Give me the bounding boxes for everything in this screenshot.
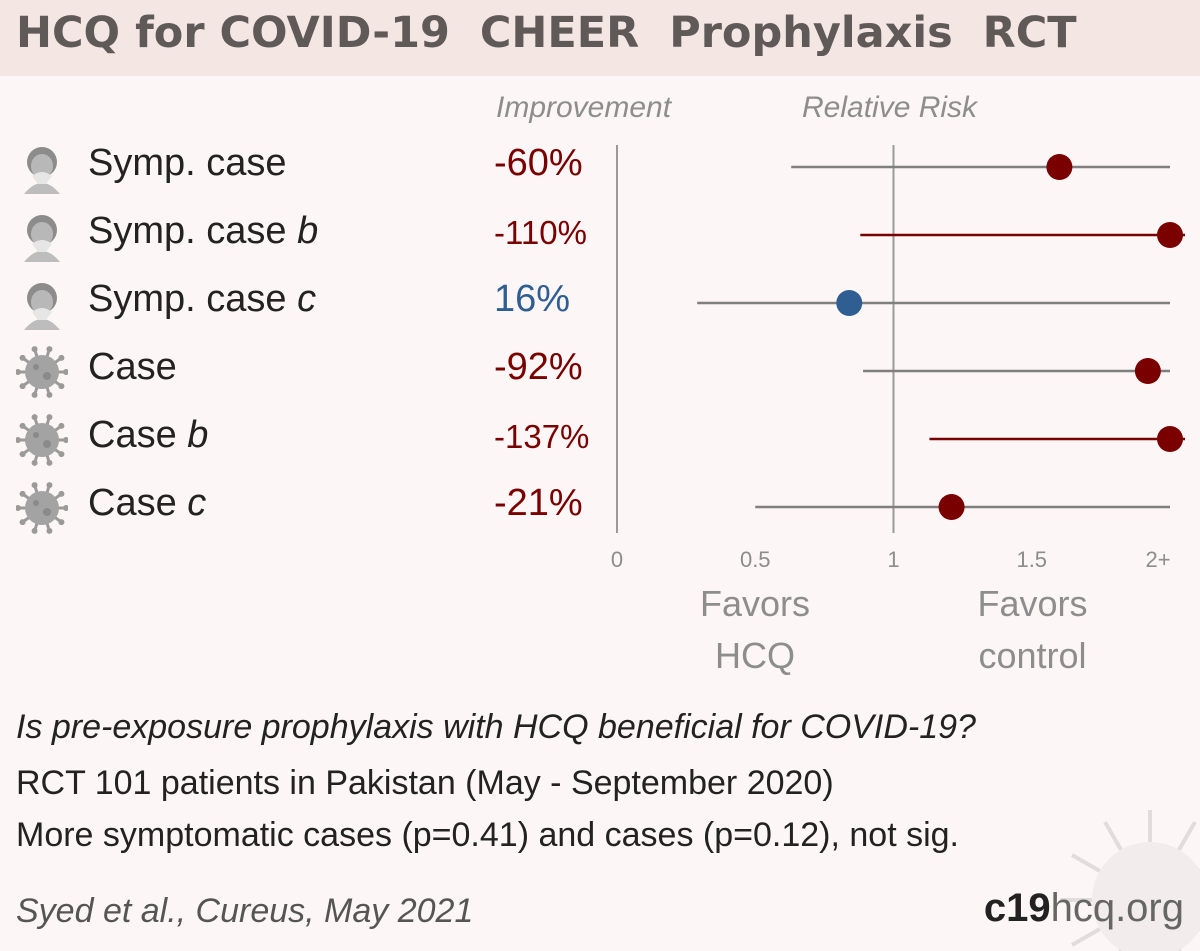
outcome-name: Case (88, 482, 188, 524)
outcome-suffix: c (187, 482, 207, 524)
outcome-name: Symp. case (88, 278, 298, 320)
outcome-label: Case b (88, 414, 208, 457)
outcome-row: Case -92% (0, 338, 600, 398)
brand-rest: hcq.org (1050, 886, 1184, 930)
outcome-name: Case (88, 346, 177, 388)
x-tick-label: 1.5 (1016, 547, 1047, 572)
study-question: Is pre-exposure prophylaxis with HCQ ben… (16, 708, 976, 746)
improvement-value: -21% (494, 482, 583, 524)
virus-watermark-icon (1060, 810, 1200, 951)
page-title: HCQ for COVID-19 CHEER Prophylaxis RCT (16, 8, 1077, 58)
brand-logo[interactable]: c19hcq.org (984, 886, 1184, 931)
outcome-suffix: b (297, 210, 319, 252)
forest-plot: 0 0.5 1 1.5 2+ (611, 145, 1185, 572)
virus-icon (16, 482, 68, 534)
favors-hcq-label: Favors HCQ (699, 583, 811, 676)
symptomatic-person-icon (24, 147, 60, 194)
outcome-row: Case b -137% (0, 406, 600, 466)
outcome-name: Case (88, 414, 188, 456)
x-tick-label: 0 (611, 547, 623, 572)
outcome-row: Symp. case b -110% (0, 202, 600, 262)
study-design: RCT 101 patients in Pakistan (May - Sept… (16, 764, 834, 802)
outcome-row: Symp. case -60% (0, 134, 600, 194)
relative-risk-header: Relative Risk (802, 91, 978, 124)
brand-bold: c19 (983, 886, 1051, 930)
outcome-label: Symp. case b (88, 210, 318, 253)
outcome-label: Case (88, 346, 177, 389)
improvement-value: -60% (494, 142, 583, 184)
improvement-header: Improvement (496, 91, 672, 124)
symptomatic-person-icon (24, 215, 60, 262)
outcome-label: Symp. case c (88, 278, 316, 321)
outcome-suffix: b (187, 414, 209, 456)
x-tick-label: 2+ (1145, 547, 1170, 572)
virus-icon (16, 346, 68, 398)
point-estimate (938, 494, 965, 520)
citation: Syed et al., Cureus, May 2021 (16, 892, 474, 930)
outcome-label: Symp. case (88, 142, 287, 185)
favors-control-label: Favors control (977, 583, 1088, 676)
point-estimate (836, 290, 863, 316)
virus-icon (16, 414, 68, 466)
point-estimate (1046, 154, 1073, 180)
symptomatic-person-icon (24, 283, 60, 330)
improvement-value: -92% (494, 346, 583, 388)
outcome-name: Symp. case (88, 210, 298, 252)
x-tick-label: 1 (887, 547, 899, 572)
outcome-row: Symp. case c 16% (0, 270, 600, 330)
point-estimate (1157, 426, 1183, 452)
improvement-value: 16% (494, 278, 571, 320)
improvement-value: -137% (494, 418, 590, 455)
study-result: More symptomatic cases (p=0.41) and case… (16, 816, 960, 854)
outcome-name: Symp. case (88, 142, 287, 184)
point-estimate (1157, 222, 1183, 248)
outcome-row: Case c -21% (0, 474, 600, 534)
x-tick-label: 0.5 (740, 547, 771, 572)
title-bar: HCQ for COVID-19 CHEER Prophylaxis RCT (0, 0, 1200, 76)
improvement-value: -110% (494, 214, 587, 251)
point-estimate (1134, 358, 1161, 384)
outcome-suffix: c (297, 278, 317, 320)
outcome-label: Case c (88, 482, 206, 525)
